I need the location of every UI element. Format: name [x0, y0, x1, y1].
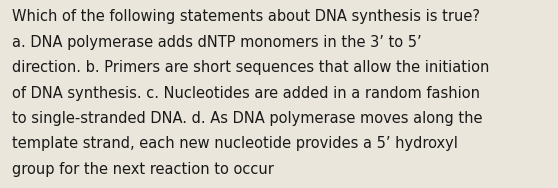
Text: to single-stranded DNA. d. As DNA polymerase moves along the: to single-stranded DNA. d. As DNA polyme… [12, 111, 483, 126]
Text: direction. b. Primers are short sequences that allow the initiation: direction. b. Primers are short sequence… [12, 60, 490, 75]
Text: group for the next reaction to occur: group for the next reaction to occur [12, 162, 274, 177]
Text: of DNA synthesis. c. Nucleotides are added in a random fashion: of DNA synthesis. c. Nucleotides are add… [12, 86, 480, 101]
Text: a. DNA polymerase adds dNTP monomers in the 3’ to 5’: a. DNA polymerase adds dNTP monomers in … [12, 35, 422, 50]
Text: Which of the following statements about DNA synthesis is true?: Which of the following statements about … [12, 9, 480, 24]
Text: template strand, each new nucleotide provides a 5’ hydroxyl: template strand, each new nucleotide pro… [12, 136, 458, 151]
